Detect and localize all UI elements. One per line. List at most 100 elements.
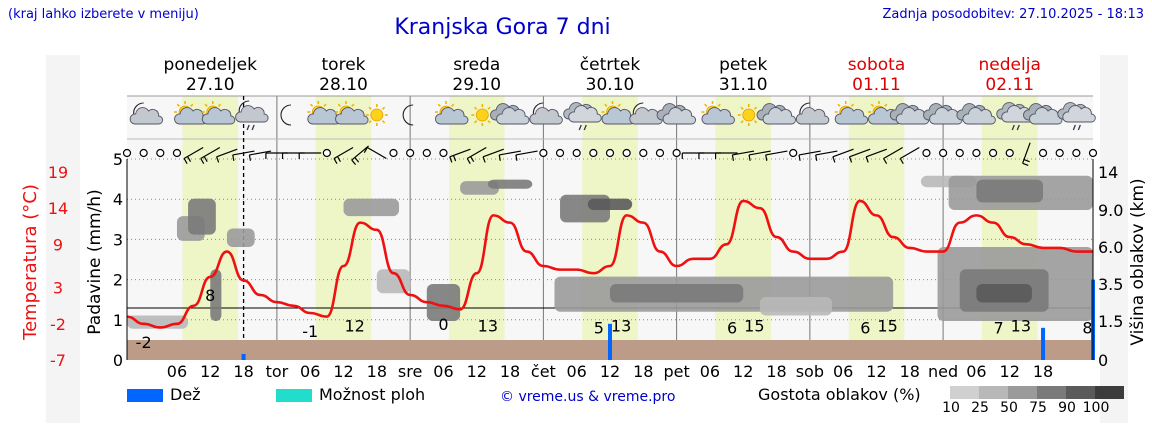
wind-feather bbox=[731, 154, 735, 161]
x-tick-label: 12 bbox=[1000, 362, 1020, 381]
wind-calm bbox=[639, 148, 648, 158]
day-name: sobota bbox=[848, 55, 906, 75]
wind-barb bbox=[466, 146, 487, 164]
cloud-shape bbox=[962, 107, 996, 125]
wind-shaft bbox=[232, 150, 255, 156]
sun-disc bbox=[742, 108, 756, 122]
wind-barb bbox=[248, 150, 272, 161]
cloud-density-legend-label: Gostota oblakov (%) bbox=[758, 385, 921, 404]
day-date: 01.11 bbox=[852, 75, 901, 95]
wind-feather bbox=[187, 156, 192, 162]
left-axis-panel bbox=[46, 55, 80, 423]
cloud-layer bbox=[343, 198, 400, 217]
page-title: Kranjska Gora 7 dni bbox=[394, 15, 611, 40]
copyright-link[interactable]: © vreme.us & vreme.pro bbox=[500, 389, 676, 405]
sun-ray bbox=[437, 103, 441, 107]
wind-feather bbox=[333, 158, 338, 164]
cloud-rain-icon bbox=[563, 102, 602, 131]
wind-calm bbox=[789, 148, 798, 158]
temperature-axis-title: Temperatura (°C) bbox=[20, 184, 41, 341]
precipitation-bar bbox=[241, 353, 246, 360]
wind-barb bbox=[748, 150, 771, 161]
sun-ray bbox=[368, 120, 372, 124]
cloud-shape bbox=[529, 107, 563, 125]
wind-shaft bbox=[333, 146, 354, 160]
cloud-rain-icon bbox=[996, 102, 1035, 131]
x-tick-label: sre bbox=[398, 362, 422, 381]
temperature-label: 12 bbox=[344, 316, 364, 335]
sun-cloud-icon bbox=[435, 101, 469, 125]
cloud-icon bbox=[490, 103, 530, 125]
wind-shaft bbox=[482, 148, 504, 158]
region-hint[interactable]: (kraj lahko izberete v meniju) bbox=[8, 7, 199, 22]
wind-calm bbox=[922, 148, 931, 158]
rain-legend-label: Dež bbox=[170, 385, 201, 404]
sun-icon bbox=[365, 104, 388, 126]
cloud-height-tick-label: 14 bbox=[1098, 163, 1118, 182]
wind-barb bbox=[216, 148, 238, 163]
x-tick-label: 06 bbox=[966, 362, 986, 381]
x-tick-label: sob bbox=[796, 362, 824, 381]
wind-calm bbox=[672, 148, 681, 158]
wind-shaft bbox=[748, 150, 771, 156]
wind-feather bbox=[248, 154, 252, 161]
sun-ray bbox=[473, 120, 478, 124]
x-tick-label: 12 bbox=[600, 362, 620, 381]
wind-feather bbox=[832, 156, 836, 163]
wind-feather bbox=[498, 154, 501, 161]
moon-cloud-icon bbox=[129, 102, 164, 125]
temperature-tick-label: 3 bbox=[53, 279, 63, 298]
wind-calm bbox=[406, 148, 415, 158]
wind-shaft bbox=[1022, 142, 1031, 164]
sun-ray bbox=[717, 103, 721, 107]
moon-cloud-icon bbox=[795, 102, 830, 125]
wind-feather bbox=[183, 158, 188, 164]
x-tick-label: 12 bbox=[333, 362, 353, 381]
day-name: torek bbox=[322, 55, 366, 75]
wind-feather bbox=[815, 154, 818, 161]
temperature-label: 8 bbox=[1082, 318, 1092, 337]
cloud-shape bbox=[496, 107, 530, 125]
x-tick-label: 06 bbox=[567, 362, 587, 381]
sun-cloud-icon bbox=[174, 101, 208, 125]
wind-barb bbox=[848, 148, 871, 163]
wind-barb bbox=[1022, 142, 1031, 166]
density-swatch bbox=[950, 386, 979, 399]
sun-ray bbox=[381, 106, 386, 110]
x-tick-label: 18 bbox=[367, 362, 387, 381]
moon-cloud-icon bbox=[529, 102, 563, 125]
rain-drop bbox=[251, 124, 255, 131]
sun-disc bbox=[370, 108, 384, 122]
cloud-layer bbox=[487, 179, 533, 189]
wind-feather bbox=[848, 156, 853, 163]
wind-shaft bbox=[216, 148, 238, 158]
sun-ray bbox=[704, 103, 708, 107]
cloud-layer bbox=[759, 296, 833, 316]
cloud-shape bbox=[1062, 105, 1096, 123]
daylight-band bbox=[582, 96, 638, 360]
temperature-label: -2 bbox=[136, 333, 152, 352]
temperature-label: 6 bbox=[727, 318, 737, 337]
cloud-height-tick-label: 6.0 bbox=[1098, 238, 1123, 257]
day-date: 29.10 bbox=[452, 75, 501, 95]
sun-ray bbox=[190, 103, 194, 107]
cloud-layer bbox=[976, 179, 1044, 203]
cloud-layer bbox=[210, 269, 222, 321]
x-tick-label: 06 bbox=[433, 362, 453, 381]
wind-feather bbox=[203, 156, 208, 162]
cloud-shape bbox=[335, 107, 369, 125]
wind-feather bbox=[232, 154, 235, 161]
wind-calm bbox=[1072, 148, 1081, 158]
wind-feather bbox=[449, 156, 453, 163]
wind-barb bbox=[815, 150, 838, 161]
cloud-shape bbox=[762, 107, 796, 125]
density-swatch bbox=[1066, 386, 1095, 399]
wind-barb bbox=[798, 150, 821, 161]
sun-cloud-icon bbox=[335, 101, 369, 125]
cloud-shape bbox=[662, 107, 697, 125]
cloud-shape bbox=[795, 107, 830, 125]
wind-feather bbox=[336, 156, 341, 162]
wind-shaft bbox=[765, 150, 788, 156]
wind-feather bbox=[452, 155, 457, 162]
precip-tick-label: 4 bbox=[113, 190, 123, 209]
